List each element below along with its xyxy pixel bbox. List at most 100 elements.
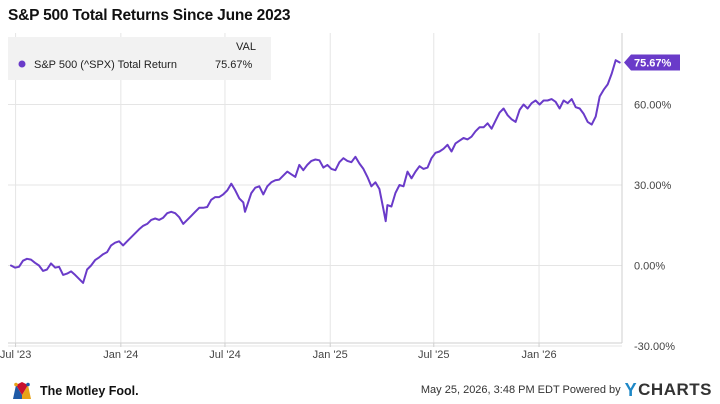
data-point: [34, 262, 36, 264]
data-point: [294, 176, 296, 178]
data-point: [146, 223, 148, 225]
data-point: [382, 208, 384, 210]
data-point: [326, 164, 328, 166]
data-point: [166, 212, 168, 214]
data-point: [266, 185, 268, 187]
data-point: [222, 193, 224, 195]
data-point: [118, 240, 120, 242]
badge-text: 75.67%: [634, 57, 672, 69]
data-point: [186, 219, 188, 221]
data-point: [244, 211, 246, 213]
y-tick-labels: -30.00% 0.00% 30.00% 60.00%: [634, 100, 675, 354]
data-point: [502, 107, 504, 109]
data-point: [102, 253, 104, 255]
data-point: [338, 161, 340, 163]
data-point: [615, 59, 617, 61]
data-point: [14, 266, 16, 268]
data-point: [66, 272, 68, 274]
x-tick-label: Jul '25: [418, 349, 449, 361]
data-point: [110, 244, 112, 246]
data-point: [414, 170, 416, 172]
data-point: [38, 264, 40, 266]
data-point: [46, 268, 48, 270]
data-point: [114, 241, 116, 243]
data-point: [450, 150, 452, 152]
data-point: [142, 225, 144, 227]
data-point: [162, 217, 164, 219]
footer-timestamp: May 25, 2026, 3:48 PM EDT Powered by: [420, 384, 621, 396]
x-tick-label: Jul '23: [0, 349, 31, 361]
data-point: [214, 196, 216, 198]
data-point: [410, 177, 412, 179]
ycharts-y-icon: Y: [624, 379, 638, 400]
data-point: [70, 270, 72, 272]
x-tick-labels: Jul '23 Jan '24 Jul '24 Jan '25 Jul '25 Jan '…: [0, 349, 557, 361]
data-point: [370, 185, 372, 187]
data-point: [274, 179, 276, 181]
data-point: [130, 236, 132, 238]
data-point: [510, 118, 512, 120]
series-line-sp500[interactable]: [10, 59, 621, 284]
data-point: [246, 204, 248, 206]
motley-fool-brand: The Motley Fool.: [8, 381, 139, 401]
data-point: [18, 266, 20, 268]
data-point: [430, 157, 432, 159]
data-point: [94, 259, 96, 261]
data-point: [454, 142, 456, 144]
ycharts-logo: Y CHARTS: [625, 380, 712, 401]
data-point: [558, 107, 560, 109]
data-point: [262, 193, 264, 195]
data-point: [306, 164, 308, 166]
data-point: [30, 258, 32, 260]
data-point: [334, 169, 336, 171]
data-point: [462, 137, 464, 139]
data-point: [619, 61, 621, 63]
data-point: [566, 102, 568, 104]
series-points: [10, 59, 621, 284]
data-point: [506, 114, 508, 116]
data-point: [394, 192, 396, 194]
data-point: [474, 130, 476, 132]
data-point: [134, 232, 136, 234]
footer-attribution: May 25, 2026, 3:48 PM EDT Powered by Y CH…: [421, 379, 712, 401]
legend-marker: [18, 60, 26, 68]
data-point: [150, 219, 152, 221]
data-point: [358, 162, 360, 164]
data-point: [534, 99, 536, 101]
data-point: [254, 186, 256, 188]
data-point: [346, 160, 348, 162]
data-point: [314, 158, 316, 160]
chart-title: S&P 500 Total Returns Since June 2023: [8, 7, 291, 24]
jester-cap-icon: [13, 382, 31, 399]
data-point: [550, 98, 552, 100]
data-point: [434, 152, 436, 154]
grid-lines: [8, 33, 622, 347]
data-point: [322, 166, 324, 168]
data-point: [74, 274, 76, 276]
data-point: [202, 207, 204, 209]
data-point: [342, 157, 344, 159]
data-point: [426, 166, 428, 168]
data-point: [526, 107, 528, 109]
data-point: [194, 211, 196, 213]
data-point: [514, 121, 516, 123]
data-point: [170, 211, 172, 213]
data-point: [354, 156, 356, 158]
data-point: [174, 212, 176, 214]
data-point: [490, 127, 492, 129]
chart-axes: [8, 33, 623, 344]
data-point: [106, 251, 108, 253]
legend-series-value: 75.67%: [215, 59, 253, 71]
data-point: [494, 119, 496, 121]
data-point: [42, 270, 44, 272]
x-tick-label: Jan '25: [313, 349, 348, 361]
badge-shape: [624, 54, 680, 71]
data-point: [374, 181, 376, 183]
data-point: [546, 99, 548, 101]
data-point: [498, 111, 500, 113]
data-point: [182, 223, 184, 225]
data-point: [310, 160, 312, 162]
data-point: [210, 199, 212, 201]
data-point: [482, 126, 484, 128]
